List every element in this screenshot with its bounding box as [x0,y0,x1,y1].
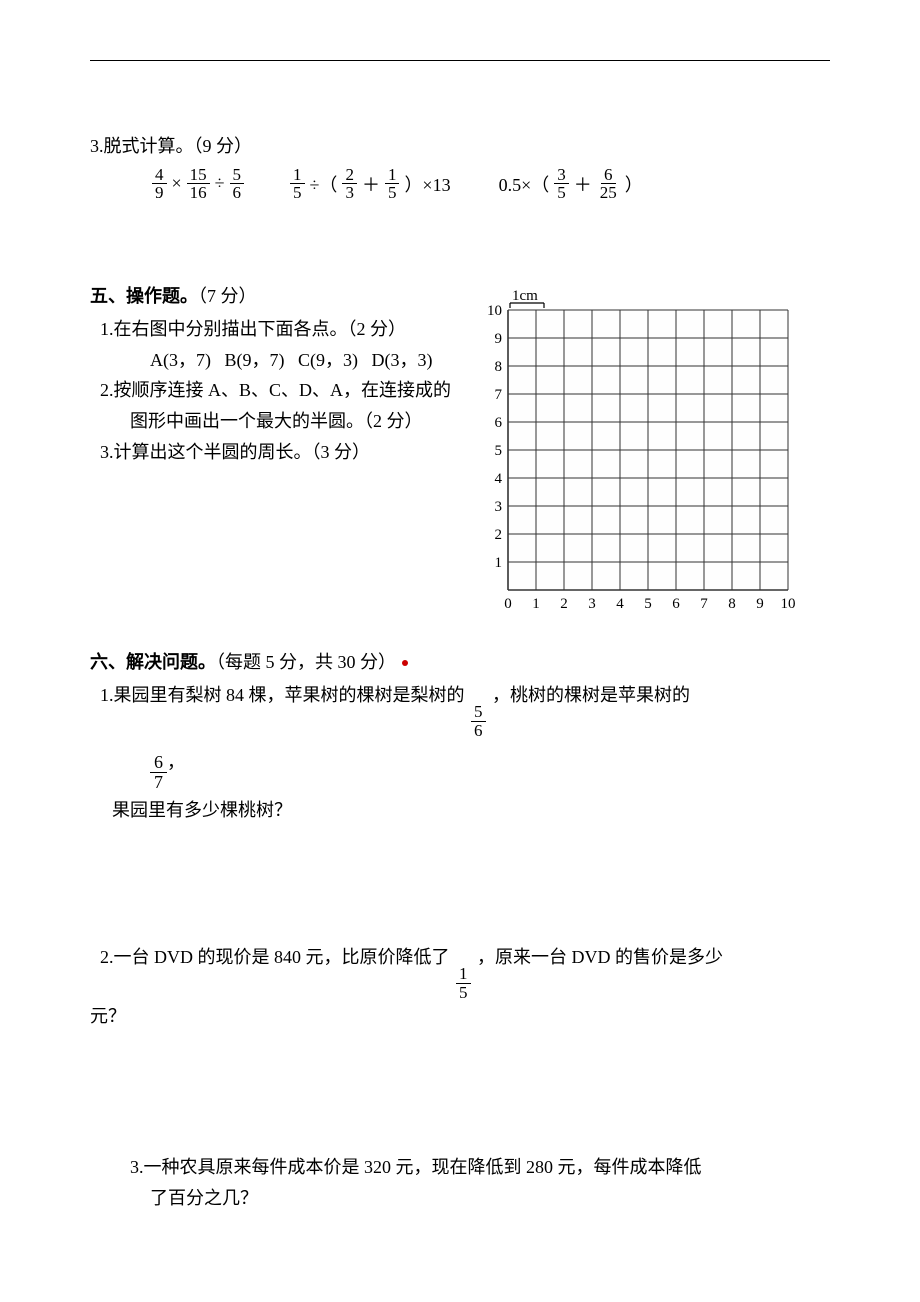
sec5-q1a: 1.在右图中分别描出下面各点。（2 分） [90,314,460,345]
top-rule [90,60,830,61]
sec6-q1-line1: 1.果园里有梨树 84 棵，苹果树的棵树是梨树的 56 ，桃树的棵树是苹果树的 [90,680,830,740]
sec5-q2a: 2.按顺序连接 A、B、C、D、A，在连接成的 [90,375,460,406]
sec5-header: 五、操作题。（7 分） [90,282,460,308]
sec6-q3a: 3.一种农具原来每件成本价是 320 元，现在降低到 280 元，每件成本降低 [90,1152,830,1183]
frac: 1516 [187,166,210,203]
sec6-q2-line1: 2.一台 DVD 的现价是 840 元，比原价降低了 15 ，原来一台 DVD … [90,942,830,1002]
svg-text:1cm: 1cm [512,288,538,304]
expr2: 15 ÷（ 23 ＋ 15 ）×13 [288,166,454,203]
sec3-title: 3.脱式计算。（9 分） [90,131,830,162]
svg-text:0: 0 [504,596,512,612]
svg-text:1: 1 [532,596,540,612]
svg-text:7: 7 [495,387,503,403]
sec5-header-tail: （7 分） [198,286,257,306]
frac: 625 [597,166,620,203]
svg-text:2: 2 [560,596,568,612]
sec5-header-bold: 五、操作题。 [90,286,198,306]
sec6-header-bold: 六、解决问题。 [90,652,216,672]
svg-text:5: 5 [644,596,652,612]
sec6-q2-tail: 元？ [90,1001,830,1032]
sec6-header: 六、解决问题。（每题 5 分，共 30 分） [90,648,830,674]
sec6-header-tail: （每题 5 分，共 30 分） [216,652,396,672]
svg-text:5: 5 [495,443,503,459]
frac: 35 [554,166,569,203]
svg-text:7: 7 [700,596,708,612]
sec3-title-text: 脱式计算。（9 分） [104,136,253,156]
frac: 67 [150,753,167,792]
red-dot-icon [402,660,408,666]
svg-text:9: 9 [756,596,764,612]
sec3-title-num: 3. [90,136,104,156]
expr1: 49 × 1516 ÷ 56 [150,166,246,203]
frac: 15 [385,166,400,203]
grid-svg: 1cm 1 2 3 4 5 6 7 8 9 10 0 1 2 3 4 5 6 7 8 9 10 [478,282,800,618]
frac: 49 [152,166,167,203]
coordinate-grid: 1cm 1 2 3 4 5 6 7 8 9 10 0 1 2 3 4 5 6 7 8 9 10 [478,282,800,618]
svg-text:4: 4 [616,596,624,612]
expr3: 0.5×（ 35 ＋ 625 ） [496,166,646,203]
svg-text:2: 2 [495,527,503,543]
svg-text:6: 6 [672,596,680,612]
svg-text:4: 4 [495,471,503,487]
svg-text:3: 3 [588,596,596,612]
svg-text:9: 9 [495,331,503,347]
sec5-text: 五、操作题。（7 分） 1.在右图中分别描出下面各点。（2 分） A(3，7) … [90,282,460,467]
sec5: 五、操作题。（7 分） 1.在右图中分别描出下面各点。（2 分） A(3，7) … [90,282,830,618]
frac: 23 [342,166,357,203]
gap [90,202,830,282]
svg-text:8: 8 [728,596,736,612]
sec6-q1: 1.果园里有梨树 84 棵，苹果树的棵树是梨树的 56 ，桃树的棵树是苹果树的 … [90,680,830,821]
svg-text:8: 8 [495,359,503,375]
page: 3.脱式计算。（9 分） 49 × 1516 ÷ 56 15 ÷（ 23 ＋ 1… [0,0,920,1302]
sec3-exprs: 49 × 1516 ÷ 56 15 ÷（ 23 ＋ 15 ）×13 0.5×（ … [90,166,830,203]
frac: 15 [456,965,471,1002]
sec6-q1-frac2: 67， [90,748,830,792]
gap [90,618,830,648]
sec6-q3b: 了百分之几？ [90,1183,830,1214]
svg-text:3: 3 [495,499,503,515]
svg-text:10: 10 [487,303,502,319]
svg-text:6: 6 [495,415,503,431]
gap [90,822,830,942]
frac: 56 [230,166,245,203]
frac: 56 [471,703,486,740]
sec5-q1b: A(3，7) B(9，7) C(9，3) D(3，3) [90,345,460,376]
sec5-q3: 3.计算出这个半圆的周长。（3 分） [90,437,460,468]
sec6-q1-line2: 果园里有多少棵桃树？ [90,796,830,822]
gap [90,1032,830,1152]
frac: 15 [290,166,305,203]
svg-text:1: 1 [495,555,503,571]
svg-text:10: 10 [781,596,796,612]
sec5-q2b: 图形中画出一个最大的半圆。（2 分） [90,406,460,437]
